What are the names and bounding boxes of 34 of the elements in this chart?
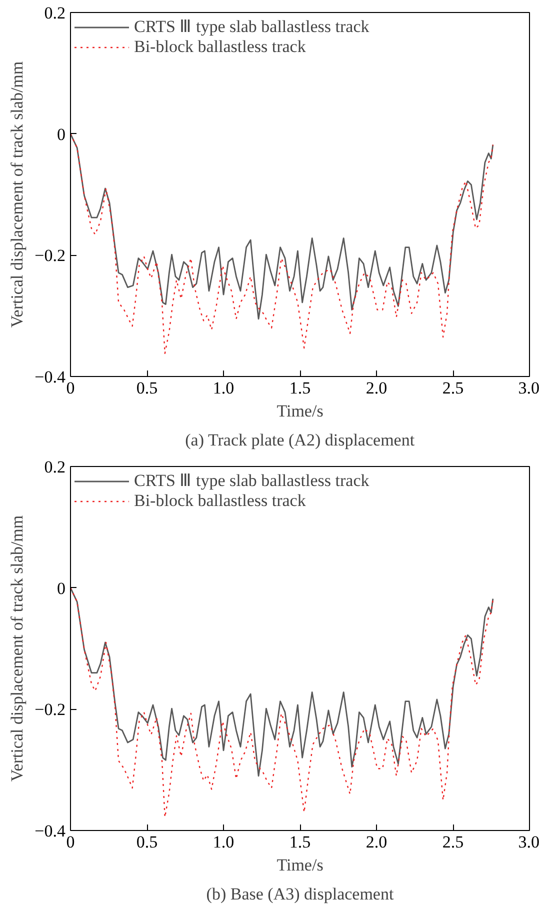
x-tick-label: 1.5 (289, 378, 311, 398)
x-tick-label: 0.5 (136, 378, 158, 398)
x-tick-label: 0.5 (136, 832, 158, 852)
legend-label: Bi-block ballastless track (134, 37, 306, 57)
x-axis-title: Time/s (276, 402, 324, 420)
legend-label: CRTS Ⅲ type slab ballastless track (134, 470, 370, 491)
y-tick-label: −0.4 (34, 822, 66, 840)
x-tick-label: 1.5 (289, 832, 311, 852)
x-tick-label: 3.0 (518, 832, 539, 852)
text: (b) Base (A3) displacement (206, 884, 394, 904)
x-tick-label: 2.5 (442, 378, 464, 398)
x-tick-label: 2.0 (366, 378, 388, 398)
legend-label: CRTS Ⅲ type slab ballastless track (134, 16, 370, 37)
y-tick-label: 0.2 (44, 4, 66, 22)
x-tick-label: 1.0 (212, 832, 234, 852)
x-tick-label: 3.0 (518, 378, 539, 398)
line-series (70, 133, 494, 354)
x-tick-label: 2.0 (366, 832, 388, 852)
x-tick-label: 1.0 (212, 378, 234, 398)
y-tick-label: −0.2 (34, 700, 66, 720)
y-axis-title: Vertical displacement of track slab/mm (8, 61, 27, 328)
x-tick-label: 2.5 (442, 832, 464, 852)
y-tick-label: 0 (57, 578, 66, 598)
y-tick-label: 0.2 (44, 458, 66, 476)
text: (a) Track plate (A2) displacement (185, 430, 415, 450)
x-axis-title: Time/s (276, 856, 324, 874)
line-series (70, 587, 494, 818)
legend-label: Bi-block ballastless track (134, 491, 306, 511)
y-axis-title: Vertical displacement of track slab/mm (8, 515, 27, 782)
y-tick-label: −0.2 (34, 246, 66, 266)
y-tick-label: −0.4 (34, 368, 66, 386)
line-series (70, 587, 494, 777)
line-series (70, 133, 494, 320)
y-tick-label: 0 (57, 124, 66, 144)
